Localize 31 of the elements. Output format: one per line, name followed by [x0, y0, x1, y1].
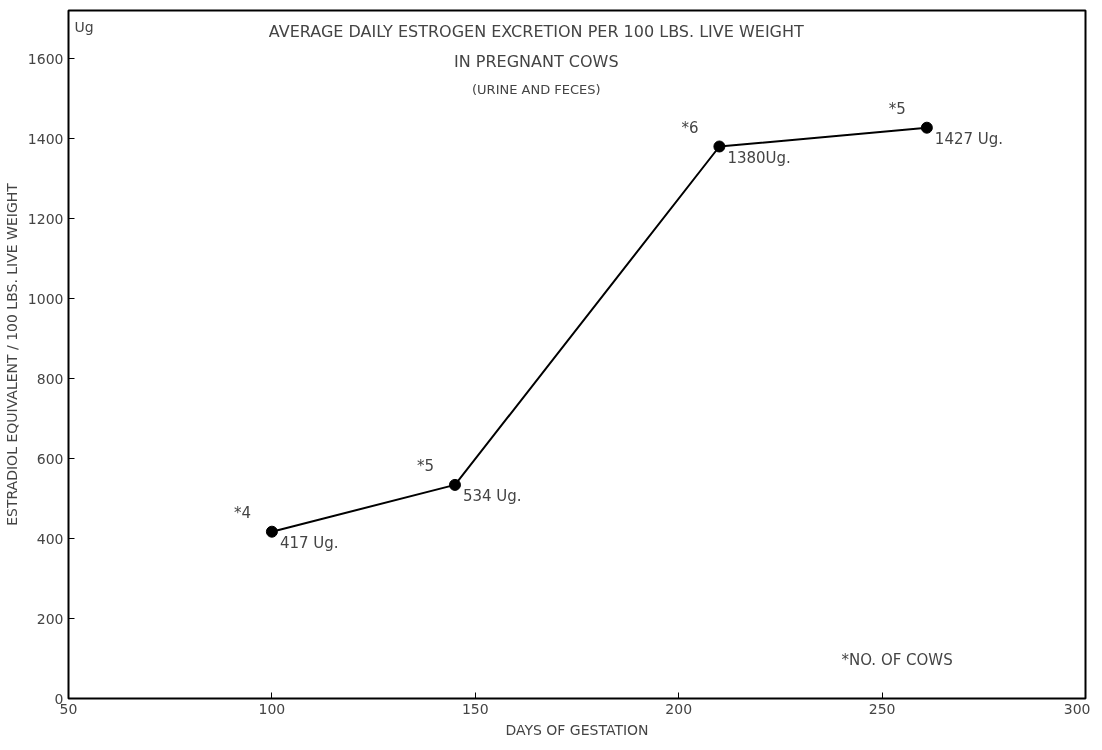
data-label: 534 Ug. — [462, 486, 522, 505]
x-tick-label: 200 — [665, 700, 693, 717]
x-tick-label: 300 — [1063, 700, 1091, 717]
y-axis-title: ESTRADIOL EQUIVALENT / 100 LBS. LIVE WEIGHT — [3, 182, 20, 526]
point — [920, 121, 933, 134]
point — [265, 525, 278, 538]
annotation: *6 — [681, 118, 699, 137]
y-tick-label: 1400 — [27, 130, 64, 147]
y-tick-label: 1200 — [27, 210, 64, 227]
annotation: *NO. OF COWS — [841, 650, 953, 669]
annotation: *5 — [416, 456, 435, 475]
annotation: *5 — [888, 99, 906, 118]
x-tick-label: 250 — [868, 700, 896, 717]
text: (URINE AND FECES) — [472, 81, 601, 97]
y-tick-label: 800 — [36, 370, 64, 387]
annotation: *4 — [233, 503, 251, 522]
point — [713, 140, 726, 153]
data-label: 1427 Ug. — [934, 129, 1004, 148]
x-tick-label: 150 — [461, 700, 489, 717]
y-tick-label: 400 — [36, 530, 64, 547]
x-axis-title: DAYS OF GESTATION — [505, 721, 649, 738]
y-tick-label: 200 — [36, 610, 64, 627]
x-tick-label: 100 — [258, 700, 286, 717]
annotation: Ug — [74, 18, 94, 35]
data-label: 1380Ug. — [727, 148, 791, 167]
point — [448, 478, 461, 491]
data-label: 417 Ug. — [279, 533, 339, 552]
y-tick-label: 1600 — [27, 50, 64, 67]
y-tick-label: 1000 — [27, 290, 64, 307]
y-tick-label: 600 — [36, 450, 64, 467]
text: AVERAGE DAILY ESTROGEN EXCRETION PER 100 LBS. LIVE WEIGHT IN PREGNANT COWS — [268, 21, 805, 71]
